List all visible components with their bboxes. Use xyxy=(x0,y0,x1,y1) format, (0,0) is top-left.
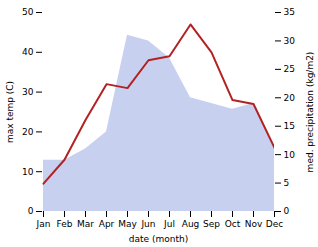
svg-text:date (month): date (month) xyxy=(129,234,188,244)
svg-text:10: 10 xyxy=(22,167,34,177)
svg-text:30: 30 xyxy=(284,36,296,46)
svg-text:Feb: Feb xyxy=(57,219,73,229)
svg-text:Jan: Jan xyxy=(36,219,51,229)
svg-text:Jul: Jul xyxy=(163,219,175,229)
svg-text:15: 15 xyxy=(284,121,295,131)
svg-text:0: 0 xyxy=(28,206,34,216)
svg-text:May: May xyxy=(118,219,137,229)
svg-text:10: 10 xyxy=(284,150,296,160)
svg-text:Oct: Oct xyxy=(225,219,241,229)
svg-text:35: 35 xyxy=(284,7,295,17)
svg-text:0: 0 xyxy=(284,206,290,216)
svg-text:25: 25 xyxy=(284,64,295,74)
svg-text:Dec: Dec xyxy=(266,219,283,229)
svg-text:Jun: Jun xyxy=(140,219,155,229)
svg-text:Apr: Apr xyxy=(99,219,115,229)
svg-text:40: 40 xyxy=(22,47,34,57)
svg-text:20: 20 xyxy=(22,127,34,137)
svg-text:Mar: Mar xyxy=(77,219,94,229)
svg-text:max temp (C): max temp (C) xyxy=(5,81,15,143)
svg-text:30: 30 xyxy=(22,87,34,97)
svg-text:5: 5 xyxy=(284,178,290,188)
svg-text:med. precipitation (kg/m2): med. precipitation (kg/m2) xyxy=(305,52,315,173)
svg-text:Sep: Sep xyxy=(203,219,220,229)
svg-text:20: 20 xyxy=(284,93,296,103)
svg-text:Nov: Nov xyxy=(245,219,263,229)
svg-text:50: 50 xyxy=(22,7,34,17)
svg-text:Aug: Aug xyxy=(182,219,200,229)
